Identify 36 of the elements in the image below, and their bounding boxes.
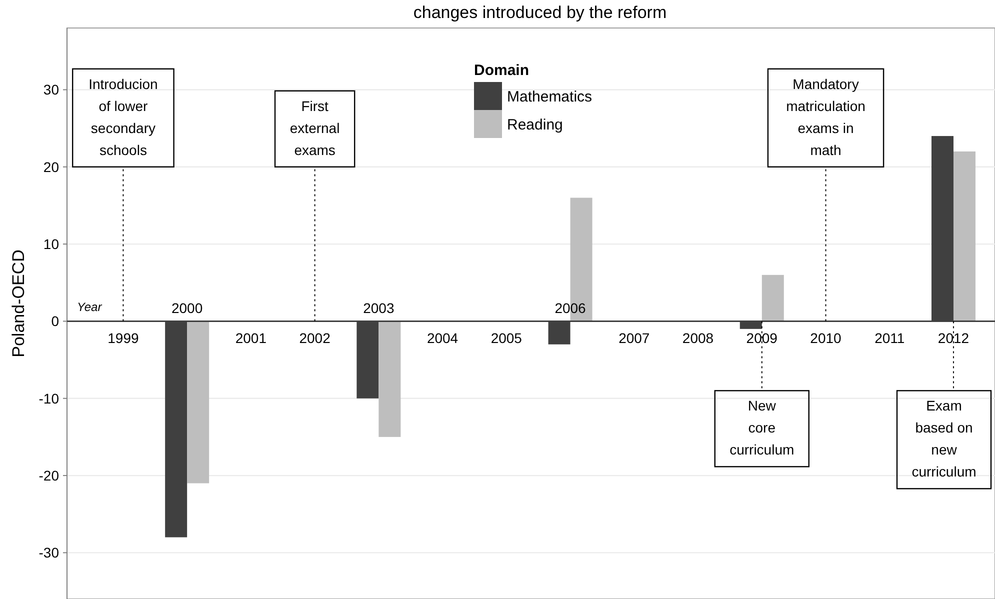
x-tick-label: 2011 (874, 330, 905, 346)
x-tick-label: 2009 (746, 330, 778, 346)
x-tick-label: 2007 (618, 330, 650, 346)
y-tick-label: -20 (38, 467, 60, 484)
ref-line-label: Introducion of lower secondary schools (88, 76, 158, 158)
ref-line-label: Exam based on new curriculum (912, 398, 976, 480)
chart-title: changes introduced by the reform (413, 3, 667, 22)
x-tick-label: 2004 (426, 330, 458, 346)
ref-line-label: First external exams (290, 98, 340, 158)
legend-title: Domain (474, 62, 530, 79)
x-tick-label: 2008 (682, 330, 714, 346)
x-tick-label: 2003 (363, 300, 394, 316)
x-tick-label: 2002 (299, 330, 331, 346)
annotation: Year (77, 300, 103, 314)
y-tick-label: -10 (38, 390, 60, 406)
y-tick-label: 10 (43, 236, 60, 252)
bar (953, 151, 976, 322)
x-tick-label: 2010 (810, 330, 842, 346)
y-axis-title: Poland-OECD (9, 250, 28, 358)
legend-label: Mathematics (507, 88, 592, 106)
y-tick-label: 0 (51, 313, 60, 330)
y-tick-label: -30 (38, 544, 60, 561)
x-tick-label: 2000 (171, 300, 203, 316)
legend-label: Reading (507, 116, 563, 134)
ref-line-label: Mandatory matriculation exams in math (786, 76, 866, 158)
ref-line-label: New core curriculum (730, 398, 794, 458)
x-tick-label: 1999 (108, 330, 139, 346)
x-tick-label: 2006 (554, 300, 586, 316)
x-tick-label: 2012 (938, 330, 970, 346)
x-tick-label: 2001 (235, 330, 267, 346)
y-tick-label: 30 (43, 82, 60, 98)
bar (187, 321, 210, 484)
bar (762, 274, 784, 322)
x-tick-label: 2005 (490, 330, 522, 346)
bar (378, 321, 401, 437)
y-tick-label: 20 (43, 158, 60, 175)
